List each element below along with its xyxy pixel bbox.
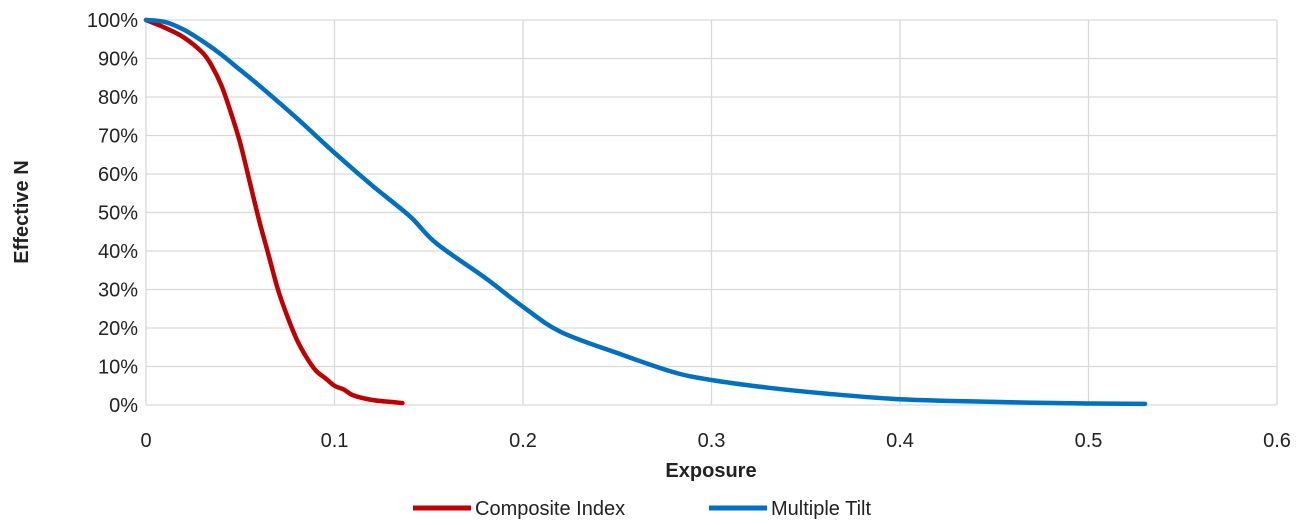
- x-tick-label: 0: [140, 430, 151, 452]
- y-tick-label: 100%: [87, 10, 138, 32]
- x-tick-label: 0.4: [886, 430, 914, 452]
- tick-labels: 0% 10% 20% 30% 40% 50% 60% 70% 80% 90% 100% 0 0.1 0.2…: [87, 10, 1291, 452]
- y-tick-label: 60%: [98, 164, 138, 186]
- y-tick-label: 70%: [98, 126, 138, 148]
- y-axis-title: Effective N: [11, 160, 33, 263]
- series-lines: [143, 17, 1148, 407]
- x-tick-label: 0.1: [321, 430, 349, 452]
- x-tick-label: 0.2: [509, 430, 537, 452]
- legend-label-0: Composite Index: [475, 498, 625, 520]
- y-tick-label: 10%: [98, 357, 138, 379]
- x-tick-label: 0.3: [698, 430, 726, 452]
- y-tick-label: 30%: [98, 280, 138, 302]
- y-tick-label: 40%: [98, 241, 138, 263]
- legend: Composite Index Multiple Tilt: [413, 498, 871, 520]
- y-tick-label: 90%: [98, 49, 138, 71]
- y-tick-label: 80%: [98, 87, 138, 109]
- legend-label-1: Multiple Tilt: [771, 498, 871, 520]
- y-tick-label: 20%: [98, 318, 138, 340]
- x-tick-label: 0.5: [1075, 430, 1103, 452]
- series-line-1: [143, 17, 1148, 407]
- series-line-0: [143, 17, 405, 406]
- y-tick-label: 0%: [109, 395, 138, 417]
- y-tick-label: 50%: [98, 203, 138, 225]
- grid-lines: [145, 19, 1278, 406]
- x-tick-label: 0.6: [1263, 430, 1291, 452]
- x-axis-title: Exposure: [665, 460, 756, 482]
